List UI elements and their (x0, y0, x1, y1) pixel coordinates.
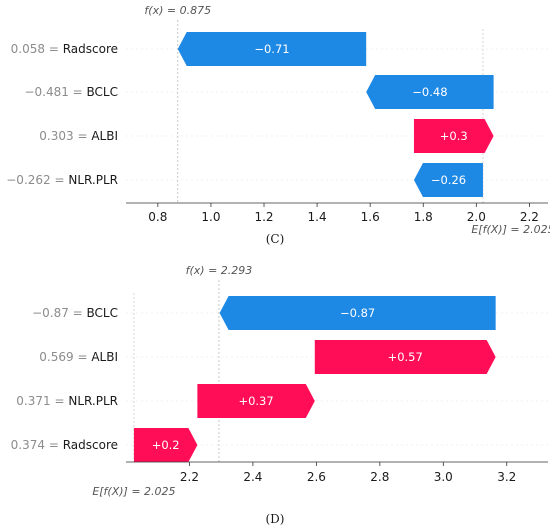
bar-value-label: −0.87 (340, 306, 375, 320)
x-tick-label: 3.2 (497, 470, 516, 484)
feature-name: NLR.PLR (68, 394, 118, 408)
shap-bar (413, 163, 483, 197)
fx-label: f(x) = 0.875 (144, 4, 211, 17)
feature-value: 0.374 = (11, 438, 63, 452)
bar-value-label: +0.2 (152, 438, 180, 452)
feature-name: ALBI (91, 350, 118, 364)
feature-label: −0.262 = NLR.PLR (6, 173, 118, 187)
x-tick-label: 2.8 (370, 470, 389, 484)
panel-caption: (C) (266, 232, 285, 246)
x-tick-label: 0.8 (148, 210, 167, 224)
feature-value: 0.371 = (16, 394, 68, 408)
feature-name: Radscore (63, 438, 118, 452)
feature-value: −0.481 = (24, 85, 86, 99)
feature-label: 0.303 = ALBI (39, 129, 118, 143)
x-tick-label: 3.0 (434, 470, 453, 484)
feature-name: ALBI (91, 129, 118, 143)
feature-value: 0.569 = (39, 350, 91, 364)
feature-label: −0.481 = BCLC (24, 85, 118, 99)
shap-bar (314, 340, 496, 374)
feature-name: BCLC (87, 85, 118, 99)
fx-label: f(x) = 2.293 (186, 264, 253, 277)
bar-value-label: +0.37 (238, 394, 273, 408)
efx-label: E[f(X)] = 2.025 (92, 485, 175, 498)
feature-value: −0.262 = (6, 173, 68, 187)
feature-label: −0.87 = BCLC (32, 306, 118, 320)
feature-name: BCLC (87, 306, 118, 320)
shap-bar (219, 296, 496, 330)
feature-name: Radscore (63, 42, 118, 56)
feature-value: 0.303 = (39, 129, 91, 143)
shap-bar (177, 32, 367, 66)
x-tick-label: 1.6 (361, 210, 380, 224)
feature-label: 0.569 = ALBI (39, 350, 118, 364)
efx-label: E[f(X)] = 2.025 (471, 223, 550, 236)
x-tick-label: 2.0 (467, 210, 486, 224)
waterfall-panel-c: −0.71 0.058 = Radscore −0.48 −0.481 = BCLC +… (6, 4, 550, 246)
panel-caption: (D) (266, 512, 285, 526)
x-tick-label: 1.4 (308, 210, 327, 224)
x-tick-label: 2.6 (307, 470, 326, 484)
shap-bar (366, 75, 494, 109)
feature-value: 0.058 = (11, 42, 63, 56)
shap-bar (197, 384, 315, 418)
x-tick-label: 1.8 (414, 210, 433, 224)
bar-value-label: +0.3 (440, 129, 468, 143)
waterfall-panel-d: −0.87 −0.87 = BCLC +0.57 0.569 = ALBI +0.37 0… (11, 264, 548, 526)
shap-bar (133, 428, 198, 462)
feature-label: 0.374 = Radscore (11, 438, 118, 452)
bar-value-label: +0.57 (388, 350, 423, 364)
feature-value: −0.87 = (32, 306, 86, 320)
bar-value-label: −0.48 (412, 85, 447, 99)
x-tick-label: 2.2 (520, 210, 539, 224)
x-tick-label: 1.2 (254, 210, 273, 224)
x-tick-label: 1.0 (201, 210, 220, 224)
x-tick-label: 2.4 (243, 470, 262, 484)
feature-name: NLR.PLR (68, 173, 118, 187)
bar-value-label: −0.71 (254, 42, 289, 56)
x-tick-label: 2.2 (180, 470, 199, 484)
feature-label: 0.371 = NLR.PLR (16, 394, 118, 408)
feature-label: 0.058 = Radscore (11, 42, 118, 56)
shap-bar (413, 119, 494, 153)
bar-value-label: −0.26 (431, 173, 466, 187)
